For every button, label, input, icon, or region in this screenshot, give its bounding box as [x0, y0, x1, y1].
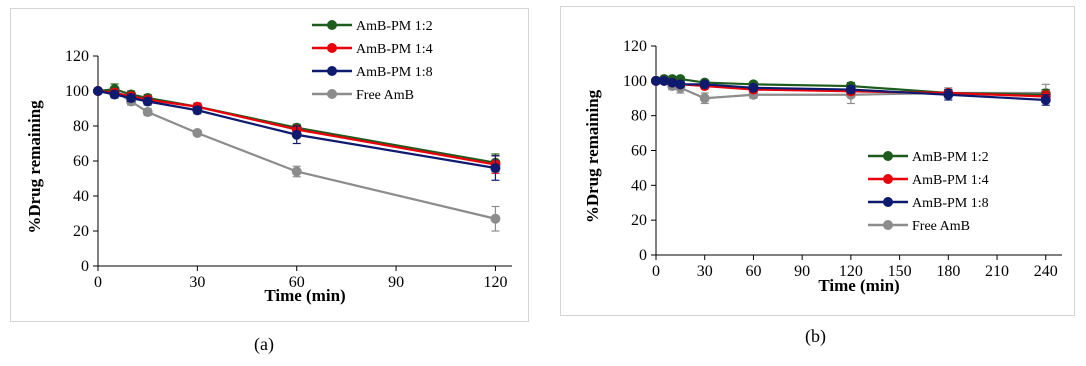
data-point [667, 77, 678, 88]
legend-swatch-marker [327, 20, 337, 30]
legend-swatch-marker [883, 197, 893, 207]
x-axis-title: Time (min) [264, 286, 345, 305]
data-point [93, 86, 103, 96]
y-tick-label: 100 [623, 73, 647, 90]
y-tick-label: 60 [631, 143, 647, 160]
data-point [675, 79, 686, 90]
data-point [291, 166, 302, 177]
data-point [142, 107, 153, 117]
y-tick-label: 60 [73, 153, 89, 170]
legend-label: AmB-PM 1:8 [356, 65, 433, 80]
legend-label: AmB-PM 1:2 [912, 150, 989, 165]
legend-label: Free AmB [356, 88, 414, 103]
x-tick-label: 210 [985, 263, 1009, 280]
legend-label: AmB-PM 1:4 [356, 42, 433, 57]
y-tick-label: 20 [73, 223, 89, 240]
data-point [192, 105, 203, 116]
chart-panel-b-frame [560, 6, 1075, 316]
x-tick-label: 30 [697, 263, 713, 280]
legend-label: AmB-PM 1:8 [912, 196, 989, 211]
legend-swatch-marker [327, 89, 337, 99]
legend-swatch-marker [883, 220, 893, 230]
x-tick-label: 120 [839, 263, 863, 280]
data-point [659, 75, 670, 86]
data-point [291, 129, 302, 140]
data-point [490, 163, 501, 173]
y-tick-label: 40 [631, 177, 647, 194]
y-axis-title: %Drug remaining [583, 89, 602, 223]
x-tick-label: 120 [483, 274, 507, 291]
x-tick-label: 0 [94, 274, 102, 291]
chart-panel-a-frame [10, 8, 529, 322]
x-tick-label: 240 [1034, 263, 1058, 280]
data-point [943, 89, 954, 100]
legend-label: AmB-PM 1:2 [356, 19, 433, 34]
data-point [142, 96, 153, 107]
caption-b: (b) [805, 326, 826, 346]
legend: AmB-PM 1:2 AmB-PM 1:4 AmB-PM 1:8 Free AmB [312, 19, 433, 103]
y-tick-label: 120 [65, 48, 89, 65]
y-axis-title: %Drug remaining [25, 100, 44, 234]
legend-label: Free AmB [912, 219, 970, 234]
legend: AmB-PM 1:2 AmB-PM 1:4 AmB-PM 1:8 Free AmB [868, 150, 989, 234]
data-point [748, 82, 759, 93]
data-point [1040, 94, 1051, 105]
y-tick-label: 80 [73, 118, 89, 135]
legend-swatch-marker [327, 43, 337, 53]
y-tick-label: 120 [623, 38, 647, 55]
data-point [845, 84, 856, 95]
data-point [699, 79, 710, 90]
x-tick-label: 60 [289, 274, 305, 291]
chart-a: 0 20 40 60 80 100 120 0 30 60 90 120 Time (min) %Drug… [25, 19, 512, 305]
legend-swatch-marker [327, 66, 337, 76]
y-tick-label: 100 [65, 83, 89, 100]
y-tick-label: 0 [81, 258, 89, 275]
series-amb-pm-1-8 [93, 86, 501, 181]
x-tick-label: 150 [888, 263, 912, 280]
data-point [126, 93, 137, 103]
series-amb-pm-1-8 [651, 75, 1051, 106]
caption-a: (a) [254, 334, 274, 354]
data-point [490, 213, 501, 224]
chart-b: 0 20 40 60 80 100 120 0 30 60 90 120 150 180 210 240 Tim… [583, 38, 1062, 295]
legend-label: AmB-PM 1:4 [912, 173, 989, 188]
data-point [651, 75, 661, 86]
y-tick-label: 20 [631, 212, 647, 229]
data-point [192, 128, 203, 138]
x-axis-title: Time (min) [818, 276, 899, 295]
data-point [109, 89, 120, 100]
data-point [699, 93, 710, 104]
x-tick-label: 180 [936, 263, 960, 280]
x-tick-label: 60 [745, 263, 761, 280]
y-tick-label: 40 [73, 188, 89, 205]
legend-swatch-marker [883, 174, 893, 184]
legend-swatch-marker [883, 151, 893, 161]
y-tick-label: 80 [631, 108, 647, 125]
x-tick-label: 90 [794, 263, 810, 280]
y-tick-label: 0 [639, 247, 647, 264]
x-tick-label: 90 [388, 274, 404, 291]
x-tick-label: 30 [189, 274, 205, 291]
x-tick-label: 0 [652, 263, 660, 280]
